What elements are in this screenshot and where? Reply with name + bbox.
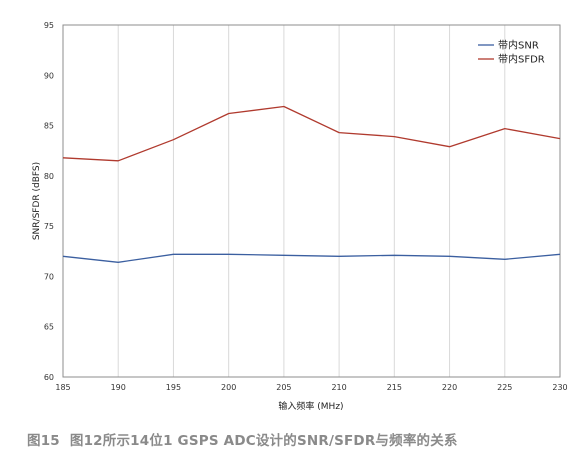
x-tick-label: 195 (166, 383, 181, 392)
series-line-2 (62, 105, 561, 162)
caption-text: 图12所示14位1 GSPS ADC设计的SNR/SFDR与频率的关系 (69, 433, 458, 449)
x-tick-label: 230 (552, 383, 567, 392)
x-tick-label: 190 (111, 383, 126, 392)
legend-label-2: 带内SFDR (498, 53, 545, 66)
y-tick-label: 80 (44, 172, 54, 181)
y-tick-label: 60 (44, 373, 54, 382)
y-axis-label: SNR/SFDR (dBFS) (32, 162, 42, 240)
y-tick-label: 95 (44, 21, 54, 30)
x-tick-label: 205 (276, 383, 291, 392)
grid (62, 25, 561, 377)
figure-caption: 图15 图12所示14位1 GSPS ADC设计的SNR/SFDR与频率的关系 (27, 429, 468, 449)
legend-label-1: 带内SNR (498, 39, 539, 52)
figure-number: 图15 (27, 433, 60, 449)
plot-area (62, 24, 561, 378)
x-tick-label: 225 (497, 383, 512, 392)
y-tick-label: 85 (44, 122, 54, 131)
x-tick-label: 215 (387, 383, 402, 392)
series-line-1 (62, 253, 561, 263)
y-axis-ticks: 60 65 70 75 80 85 90 95 (44, 21, 54, 382)
y-tick-label: 70 (44, 272, 54, 281)
y-tick-label: 90 (44, 71, 54, 80)
x-axis-label: 输入频率 (MHz) (278, 400, 343, 412)
y-tick-label: 65 (44, 323, 54, 332)
x-tick-label: 185 (55, 383, 70, 392)
x-axis-ticks: 185 190 195 200 205 210 215 220 225 230 (55, 383, 567, 392)
x-tick-label: 220 (442, 383, 457, 392)
x-tick-label: 200 (221, 383, 236, 392)
series-lines (62, 105, 561, 263)
y-tick-label: 75 (44, 222, 54, 231)
x-tick-label: 210 (331, 383, 346, 392)
